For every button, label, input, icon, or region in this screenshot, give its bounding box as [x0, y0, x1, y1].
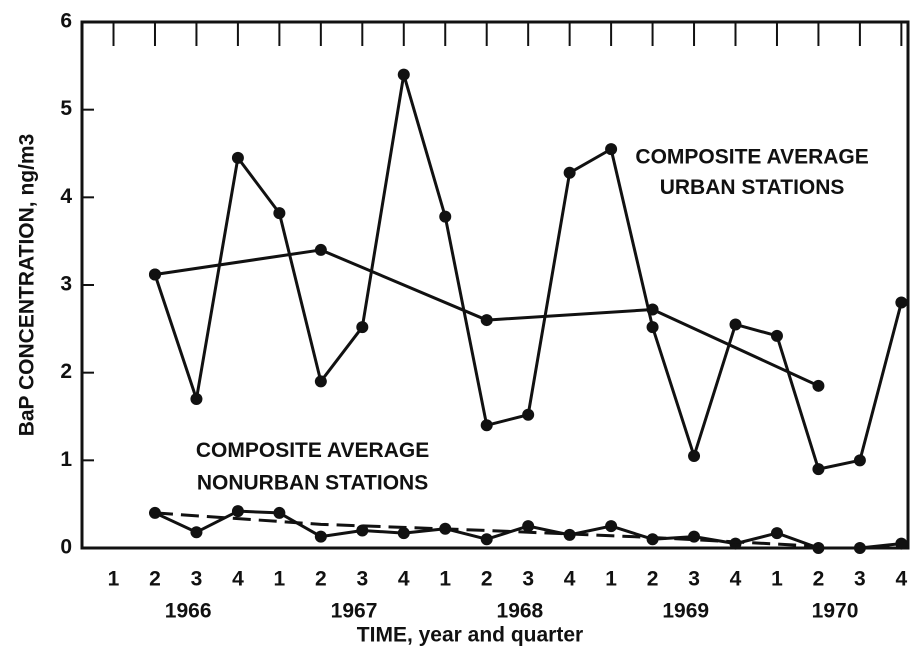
- point: [273, 207, 286, 220]
- annotation: URBAN STATIONS: [660, 176, 845, 199]
- point: [397, 527, 410, 540]
- point: [563, 166, 576, 179]
- point: [646, 303, 659, 316]
- point: [231, 151, 244, 164]
- x-axis-label: TIME, year and quarter: [357, 624, 583, 647]
- x-tick-label: 1: [274, 568, 286, 591]
- annotation: COMPOSITE AVERAGE: [196, 439, 429, 462]
- x-tick-label: 3: [356, 568, 368, 591]
- point: [356, 321, 369, 334]
- point: [729, 537, 742, 550]
- x-tick-label: 3: [688, 568, 700, 591]
- point: [397, 68, 410, 81]
- point: [812, 379, 825, 392]
- year-label: 1968: [497, 600, 544, 623]
- x-tick-label: 2: [481, 568, 493, 591]
- point: [770, 329, 783, 342]
- x-tick-label: 1: [605, 568, 617, 591]
- y-tick-label: 1: [60, 448, 72, 471]
- x-tick-label: 2: [149, 568, 161, 591]
- year-label: 1970: [812, 600, 859, 623]
- point: [895, 296, 908, 309]
- point: [273, 506, 286, 519]
- point: [853, 454, 866, 467]
- year-label: 1966: [165, 600, 212, 623]
- point: [480, 314, 493, 327]
- y-tick-label: 2: [60, 360, 72, 383]
- series-line: [154, 511, 819, 548]
- point: [480, 419, 493, 432]
- y-tick-label: 4: [60, 185, 72, 208]
- plot-frame: [80, 20, 910, 550]
- x-tick-label: 3: [854, 568, 866, 591]
- point: [314, 375, 327, 388]
- year-label: 1967: [331, 600, 378, 623]
- x-tick-label: 2: [315, 568, 327, 591]
- point: [895, 537, 908, 550]
- point: [729, 318, 742, 331]
- point: [688, 449, 701, 462]
- point: [646, 533, 659, 546]
- x-tick-label: 4: [232, 568, 244, 591]
- point: [605, 520, 618, 533]
- x-tick-label: 4: [564, 568, 576, 591]
- point: [231, 505, 244, 518]
- point: [812, 463, 825, 476]
- point: [522, 408, 535, 421]
- point: [812, 542, 825, 554]
- point: [190, 526, 203, 539]
- point: [190, 392, 203, 405]
- y-tick-label: 0: [60, 536, 72, 559]
- point: [439, 210, 452, 223]
- point: [480, 533, 493, 546]
- x-tick-label: 1: [439, 568, 451, 591]
- y-tick-label: 6: [60, 10, 72, 33]
- x-tick-label: 2: [813, 568, 825, 591]
- point: [853, 542, 866, 554]
- x-tick-label: 4: [896, 568, 908, 591]
- y-axis-label: BaP CONCENTRATION, ng/m3: [16, 134, 39, 437]
- point: [314, 243, 327, 256]
- annotation: NONURBAN STATIONS: [197, 472, 428, 495]
- y-tick-label: 5: [60, 97, 72, 120]
- x-tick-label: 1: [771, 568, 783, 591]
- point: [646, 321, 659, 334]
- x-tick-label: 1: [108, 568, 120, 591]
- point: [563, 528, 576, 541]
- point: [522, 520, 535, 533]
- point: [314, 530, 327, 543]
- x-tick-label: 2: [647, 568, 659, 591]
- x-tick-label: 4: [730, 568, 742, 591]
- annotation: COMPOSITE AVERAGE: [635, 145, 868, 168]
- x-tick-label: 3: [191, 568, 203, 591]
- year-label: 1969: [662, 600, 709, 623]
- point: [770, 527, 783, 540]
- point: [605, 143, 618, 156]
- point: [148, 268, 161, 281]
- x-tick-label: 4: [398, 568, 410, 591]
- x-tick-label: 3: [522, 568, 534, 591]
- y-tick-label: 3: [60, 273, 72, 296]
